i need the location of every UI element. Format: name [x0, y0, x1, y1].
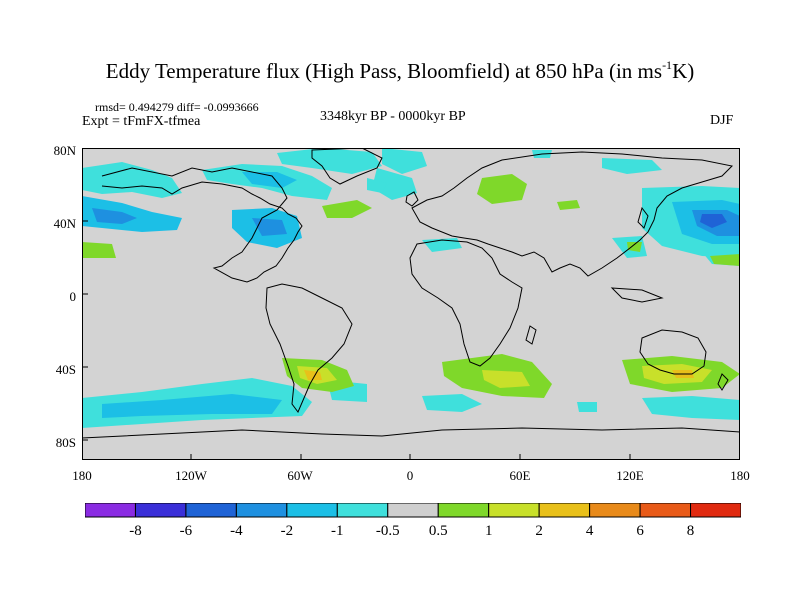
colorbar-box — [387, 503, 439, 518]
pos-region-atlantic — [322, 200, 372, 218]
season-label: DJF — [710, 113, 734, 128]
coastline-south-america — [265, 283, 353, 413]
colorbar-box — [488, 503, 540, 518]
lon-tick-label: 180 — [730, 468, 750, 483]
pos-region-central-asia — [477, 174, 527, 204]
colorbar-box — [437, 503, 490, 518]
lat-tick-label: 80N — [53, 143, 76, 158]
lon-tick-label: 180 — [72, 468, 92, 483]
pos-region-pacific — [710, 254, 740, 266]
colorbar-label: 6 — [636, 523, 644, 539]
map-ticks — [82, 148, 631, 460]
neg-region-southern-indian — [422, 394, 482, 412]
neg-region-southern-pacific-mod — [102, 394, 282, 418]
coastline-british-isles — [405, 191, 419, 207]
coastline-north-america — [101, 167, 303, 283]
colorbar-label: -4 — [230, 523, 243, 539]
neg-region-southern-australia — [642, 396, 740, 420]
colorbar-label: 2 — [535, 523, 543, 539]
neg-region-nw-pacific-vcore — [700, 214, 727, 228]
lat-tick-label: 80S — [55, 435, 76, 450]
colorbar-label: -8 — [129, 523, 142, 539]
coastline-indonesia — [610, 287, 664, 303]
coastline-eurasia — [411, 151, 734, 277]
lat-tick-label: 40S — [55, 362, 76, 377]
stats-text: rmsd= 0.494279 diff= -0.0993666 — [95, 100, 259, 114]
experiment-label: Expt = tFmFX-tfmea — [82, 114, 201, 129]
pos-region-south-america-core — [304, 370, 322, 380]
lat-tick-label: 0 — [69, 289, 77, 304]
colorbar-label: -1 — [331, 523, 344, 539]
pos-region-north-pacific — [82, 242, 116, 258]
coastline-madagascar — [525, 325, 537, 345]
neg-region-arctic-europe — [382, 148, 427, 174]
coastline-australia — [639, 329, 707, 375]
neg-region-hudson — [242, 172, 297, 188]
neg-region-southern-atlantic-small — [577, 402, 597, 412]
lon-tick-label: 60W — [287, 468, 313, 483]
colorbar-box — [538, 503, 591, 518]
lon-tick-label: 120E — [616, 468, 644, 483]
colorbar-label: -0.5 — [375, 523, 400, 539]
colorbar-box — [336, 503, 389, 518]
plot-title: Eddy Temperature flux (High Pass, Bloomf… — [105, 58, 695, 83]
lon-tick-label: 120W — [175, 468, 207, 483]
map-frame — [82, 148, 740, 460]
colorbar-label: 8 — [686, 523, 695, 539]
colorbar-box — [85, 503, 136, 518]
colorbar-box — [286, 503, 338, 518]
coastline-greenland — [311, 148, 383, 185]
colorbar-box — [134, 503, 187, 518]
neg-region-npac-west-core — [92, 208, 137, 224]
colorbar-box — [235, 503, 288, 518]
neg-region-siberia — [602, 158, 662, 174]
coastline-new-zealand — [717, 373, 729, 391]
neg-region-alaska — [82, 162, 182, 198]
neg-region-greenland — [277, 148, 382, 174]
coastline-africa — [409, 239, 523, 367]
lon-tick-label: 0 — [406, 468, 414, 483]
colorbar-box — [639, 503, 692, 518]
colorbar-box — [589, 503, 641, 518]
lat-tick-label: 40N — [53, 216, 76, 231]
neg-region-npac-west — [82, 196, 182, 232]
coastline-japan — [637, 206, 649, 229]
colorbar-box — [185, 503, 237, 518]
coastline-antarctica — [82, 427, 740, 439]
pos-region-europe — [557, 200, 580, 210]
colorbar-label: 0.5 — [428, 523, 448, 539]
flux-map — [82, 148, 740, 460]
colorbar-label: -2 — [280, 523, 294, 539]
colorbar-label: -6 — [179, 523, 193, 539]
lon-tick-label: 60E — [509, 468, 531, 483]
neg-region-nordic — [367, 178, 387, 193]
pos-region-south-asia — [627, 242, 642, 252]
neg-region-east-us-core — [252, 218, 287, 236]
colorbar-label: 4 — [585, 523, 594, 539]
flux-contours — [82, 148, 740, 428]
pos-region-south-africa-mod — [482, 370, 530, 388]
coastlines — [82, 148, 740, 439]
colorbar-label: 1 — [484, 523, 493, 539]
colorbar — [85, 503, 741, 518]
colorbar-box — [690, 503, 741, 518]
period-label: 3348kyr BP - 0000kyr BP — [320, 109, 466, 124]
neg-region-iceland — [372, 168, 417, 200]
